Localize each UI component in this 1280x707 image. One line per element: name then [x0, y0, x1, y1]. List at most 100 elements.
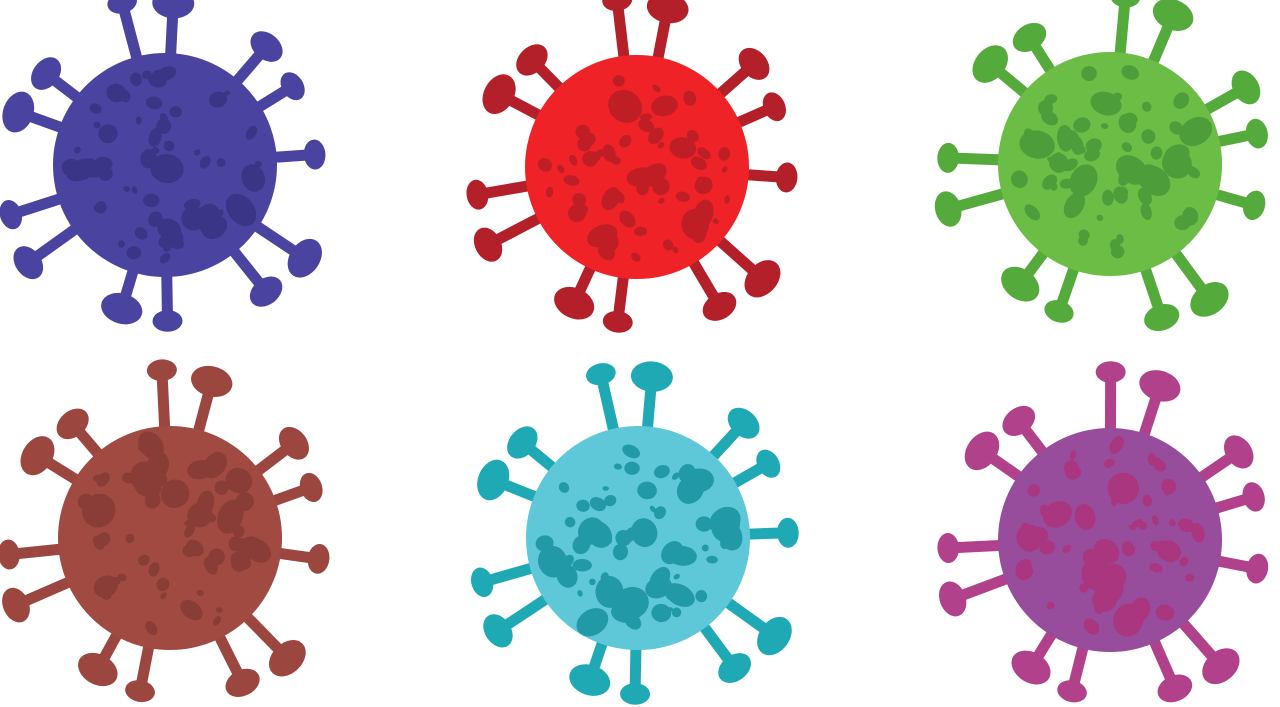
virus-spot	[600, 572, 609, 583]
spike-cap	[937, 142, 959, 173]
virus-spot	[718, 147, 731, 161]
virus-spot	[180, 599, 203, 621]
virus-spot	[1118, 168, 1132, 186]
spike-cap	[477, 459, 510, 501]
virus-spot	[669, 137, 697, 159]
spike-cap	[1011, 650, 1051, 685]
spike-cap	[287, 238, 322, 278]
virus-spot	[701, 544, 709, 552]
virus-spot	[1094, 605, 1104, 614]
virus-spot	[545, 186, 554, 198]
virus-spot	[216, 607, 223, 613]
spike-cap	[744, 260, 781, 298]
virus-spot	[651, 95, 678, 117]
red-virus	[466, 0, 798, 333]
virus-spot	[639, 113, 652, 121]
virus-spot	[145, 621, 158, 636]
virus-spot	[604, 495, 617, 507]
virus-spot	[1100, 123, 1109, 129]
spike-cap	[250, 31, 283, 62]
virus-spot	[1081, 66, 1097, 82]
virus-spot	[1063, 192, 1086, 219]
spike-cap	[125, 680, 155, 703]
virus-spot	[631, 252, 641, 262]
spike-stem	[611, 0, 631, 72]
spike-cap	[1002, 405, 1036, 436]
virus-spot	[61, 158, 81, 177]
virus-spot	[557, 164, 565, 173]
virus-spot	[690, 156, 707, 171]
virus-spot	[664, 586, 677, 601]
virus-spot	[649, 566, 671, 592]
spike-cap	[569, 664, 611, 696]
virus-spot	[589, 578, 596, 586]
virus-spot	[148, 562, 160, 577]
virus-spot	[138, 554, 150, 566]
virus-spot	[622, 444, 641, 459]
virus-spot	[553, 550, 563, 561]
spike-cap	[20, 436, 55, 476]
spike-cap	[107, 0, 137, 14]
spike-cap	[483, 614, 513, 648]
virus-spot	[217, 499, 244, 534]
virus-spot	[1096, 214, 1104, 222]
spike-cap	[1044, 300, 1074, 323]
virus-spot	[1050, 183, 1058, 191]
spike-cap	[225, 668, 260, 697]
virus-spot	[712, 218, 719, 225]
virus-spot	[634, 226, 648, 237]
spike-cap	[630, 361, 673, 392]
virus-spot	[637, 481, 657, 500]
virus-spot	[150, 153, 184, 184]
virus-spot	[254, 160, 262, 168]
virus-spot	[579, 132, 596, 148]
virus-spot	[1046, 601, 1055, 610]
virus-spot	[159, 113, 169, 125]
virus-spot	[673, 573, 680, 580]
virus-spot	[606, 536, 613, 545]
virus-spot	[186, 539, 204, 557]
virus-spot	[97, 166, 113, 181]
spike-cap	[702, 291, 737, 321]
spike-cap	[727, 407, 760, 439]
virus-spot	[152, 146, 160, 154]
spike-cap	[1012, 22, 1047, 53]
virus-spot	[160, 479, 190, 509]
virus-spot	[612, 590, 621, 599]
spike-cap	[762, 92, 786, 122]
virus-spot	[1109, 436, 1124, 454]
spike-cap	[466, 179, 489, 210]
spike-cap	[620, 683, 651, 705]
virus-spot	[1074, 144, 1086, 154]
virus-spot	[1161, 478, 1177, 495]
virus-spot	[131, 186, 138, 194]
virus-spot	[576, 608, 609, 637]
purple-virus	[937, 361, 1269, 703]
virus-spot	[145, 96, 163, 110]
virus-spot	[661, 541, 684, 565]
spike-cap	[718, 653, 752, 683]
virus-spot	[601, 187, 620, 211]
spike-cap	[1190, 281, 1229, 317]
virus-spot	[597, 225, 619, 252]
virus-spot	[619, 214, 629, 224]
spike-cap	[586, 363, 616, 386]
virus-spot	[1024, 204, 1041, 221]
virus-spot	[1141, 129, 1156, 144]
virus-spot	[1137, 188, 1153, 206]
virus-spot	[225, 467, 253, 494]
virus-spot	[1090, 91, 1122, 116]
virus-spot	[1150, 146, 1163, 160]
virus-spot	[572, 559, 592, 572]
virus-spot	[630, 518, 658, 548]
virus-spot	[163, 140, 175, 152]
virus-spot	[1102, 189, 1114, 206]
virus-spot	[125, 533, 135, 544]
virus-spot	[93, 121, 101, 129]
virus-spot	[225, 193, 257, 227]
spike-cap	[482, 74, 516, 114]
virus-spot	[1056, 124, 1074, 152]
spike-cap	[0, 539, 20, 570]
virus-spot	[1111, 498, 1117, 507]
